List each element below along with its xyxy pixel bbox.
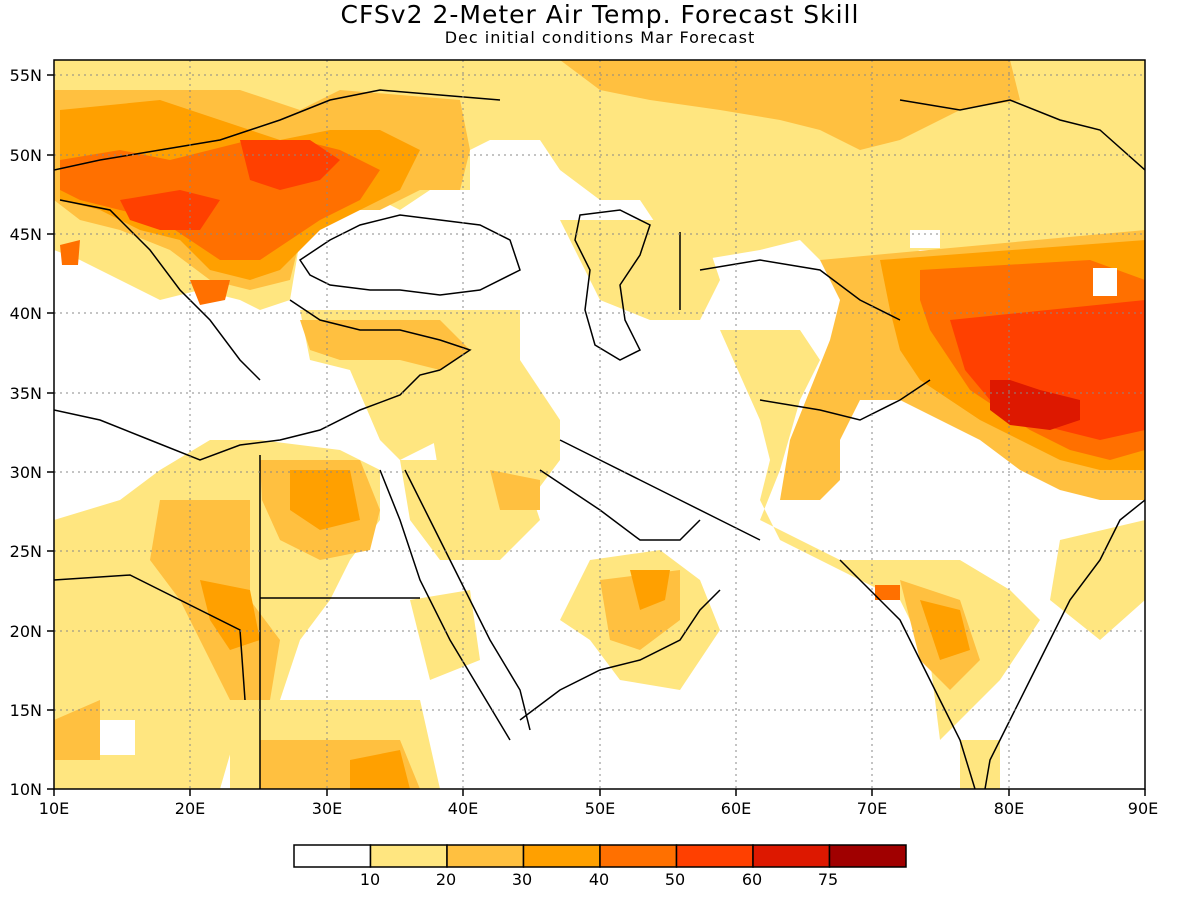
map-subtitle: Dec initial conditions Mar Forecast [444,28,756,47]
colorbar-label: 40 [589,870,609,889]
colorbar-label: 20 [436,870,456,889]
colorbar-label: 30 [512,870,532,889]
axis-ticks [47,74,1146,796]
lon-label: 70E [857,799,887,818]
lon-label: 10E [39,799,69,818]
lat-label: 55N [10,66,42,85]
lat-label: 45N [10,225,42,244]
lat-label: 20N [10,622,42,641]
lat-label: 15N [10,701,42,720]
lon-label: 30E [312,799,342,818]
colorbar [293,844,907,868]
colorbar-swatch [369,844,448,868]
lat-label: 40N [10,304,42,323]
colorbar-swatch [293,844,372,868]
colorbar-swatch [446,844,525,868]
lat-label: 35N [10,384,42,403]
lat-label: 10N [10,780,42,799]
colorbar-swatch [828,844,907,868]
coastline-outlines [54,89,1145,789]
lat-label: 25N [10,542,42,561]
lon-label: 80E [994,799,1024,818]
lon-label: 50E [585,799,615,818]
map-title: CFSv2 2-Meter Air Temp. Forecast Skill [340,0,860,29]
lon-label: 40E [448,799,478,818]
lon-label: 90E [1128,799,1158,818]
colorbar-label: 60 [742,870,762,889]
lon-label: 60E [721,799,751,818]
skill-shading [54,60,1145,789]
graticule [54,60,1145,789]
colorbar-swatch [522,844,601,868]
colorbar-label: 50 [665,870,685,889]
colorbar-swatch [675,844,754,868]
colorbar-label: 10 [360,870,380,889]
lat-label: 30N [10,463,42,482]
colorbar-label: 75 [818,870,838,889]
lon-label: 20E [175,799,205,818]
colorbar-swatch [752,844,831,868]
colorbar-swatch [599,844,678,868]
lat-label: 50N [10,146,42,165]
